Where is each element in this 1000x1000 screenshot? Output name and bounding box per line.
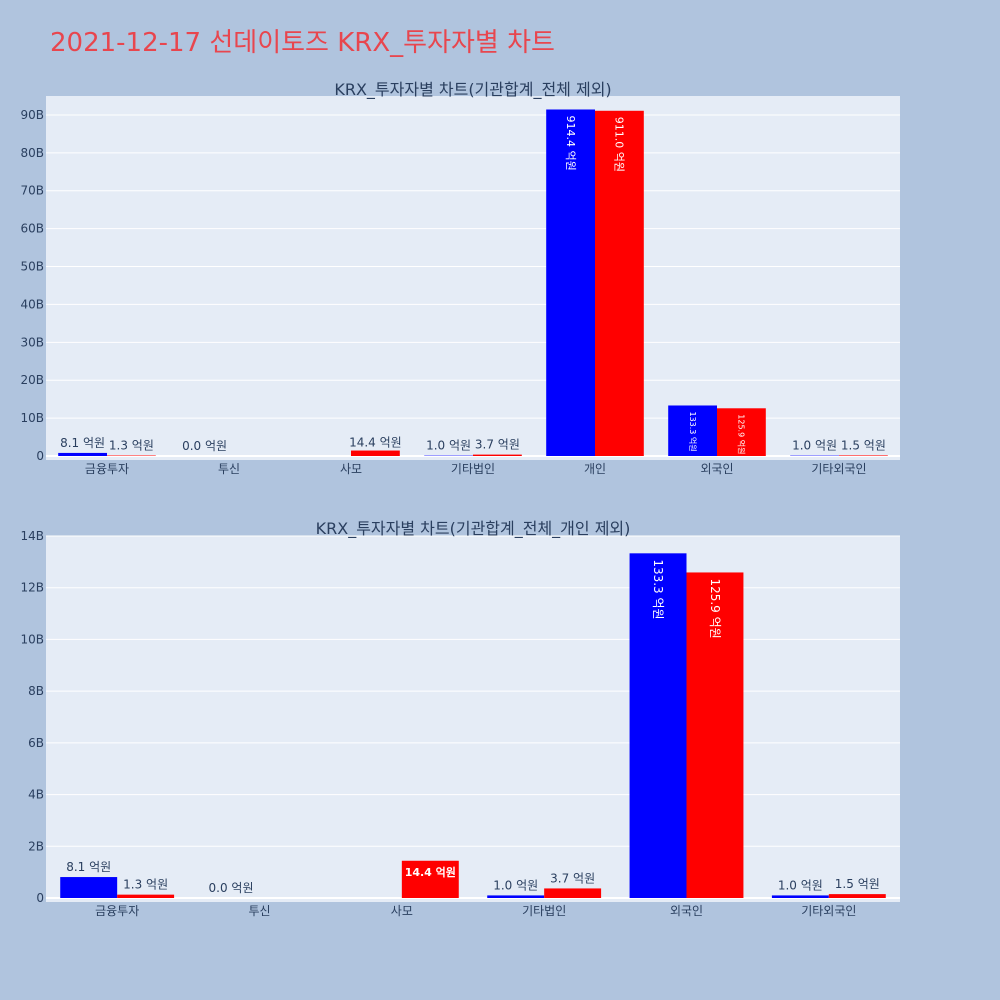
data-label: 3.7 억원	[550, 871, 595, 885]
data-label: 914.4 억원	[564, 115, 577, 170]
x-tick-label: 기타법인	[451, 462, 495, 476]
y-tick-label: 2B	[28, 839, 44, 853]
y-tick-label: 80B	[20, 146, 44, 160]
x-tick-label: 외국인	[670, 904, 703, 918]
data-label: 911.0 억원	[613, 117, 626, 172]
x-tick-label: 기타외국인	[801, 904, 856, 918]
data-label: 1.0 억원	[493, 878, 538, 892]
bar-red-2	[401, 860, 459, 898]
data-label: 133.3 억원	[688, 411, 698, 451]
y-tick-label: 8B	[28, 684, 44, 698]
y-tick-label: 60B	[20, 222, 44, 236]
x-tick-label: 외국인	[700, 462, 733, 476]
x-tick-label: 금융투자	[85, 462, 129, 476]
plot-area	[46, 96, 900, 460]
y-tick-label: 90B	[20, 108, 44, 122]
bar-red-0	[117, 894, 175, 898]
data-label: 14.4 억원	[349, 436, 402, 450]
chart-title: KRX_투자자별 차트(기관합계_전체 제외)	[334, 80, 611, 100]
x-tick-label: 기타외국인	[811, 462, 866, 476]
bar-red-4	[595, 110, 644, 457]
data-label: 0.0 억원	[209, 881, 254, 895]
x-tick-label: 개인	[584, 462, 606, 476]
y-tick-label: 12B	[20, 581, 44, 595]
chart-title: KRX_투자자별 차트(기관합계_전체_개인 제외)	[316, 519, 631, 539]
data-label: 1.5 억원	[835, 877, 880, 891]
y-tick-label: 30B	[20, 335, 44, 349]
x-tick-label: 투신	[248, 904, 270, 918]
data-label: 1.0 억원	[792, 439, 837, 453]
x-tick-label: 사모	[340, 462, 362, 476]
bar-red-5	[828, 894, 886, 898]
y-tick-label: 70B	[20, 184, 44, 198]
data-label: 1.3 억원	[123, 878, 168, 892]
bar-blue-3	[487, 895, 545, 898]
y-tick-label: 10B	[20, 632, 44, 646]
plot-area	[46, 536, 900, 902]
data-label: 133.3 억원	[651, 559, 665, 619]
bar-red-4	[686, 572, 744, 898]
data-label: 125.9 억원	[708, 578, 722, 638]
data-label: 0.0 억원	[182, 439, 227, 453]
y-tick-label: 4B	[28, 788, 44, 802]
bar-blue-0	[60, 877, 118, 898]
data-label: 1.0 억원	[426, 439, 471, 453]
y-tick-label: 40B	[20, 297, 44, 311]
chart-1: 0 10B 20B 30B 40B 50B 60B 70B 80B 90B KRX_투자자별 차트(…	[20, 80, 900, 476]
data-label: 1.5 억원	[841, 438, 886, 452]
bar-blue-0	[58, 452, 107, 456]
y-tick-label: 6B	[28, 736, 44, 750]
data-label: 8.1 억원	[60, 436, 105, 450]
y-tick-label: 10B	[20, 411, 44, 425]
data-label: 125.9 억원	[737, 414, 747, 454]
x-tick-label: 기타법인	[522, 904, 566, 918]
data-label: 1.0 억원	[778, 878, 823, 892]
y-tick-label: 50B	[20, 260, 44, 274]
x-tick-label: 사모	[391, 904, 413, 918]
chart-2: 0 2B 4B 6B 8B 10B 12B 14B KRX_투자자별 차트(기관합계_전체_개인…	[20, 519, 900, 918]
y-tick-label: 0	[36, 891, 44, 905]
y-tick-label: 0	[36, 449, 44, 463]
x-tick-label: 금융투자	[95, 904, 139, 918]
y-tick-label: 20B	[20, 373, 44, 387]
bar-red-6	[839, 455, 888, 456]
bar-blue-5	[668, 405, 717, 456]
data-label: 14.4 억원	[405, 865, 456, 879]
data-label: 3.7 억원	[475, 438, 520, 452]
bar-blue-5	[771, 895, 829, 898]
bar-blue-4	[629, 553, 687, 898]
bar-red-2	[351, 450, 400, 456]
bar-red-5	[717, 408, 766, 456]
page-title: 2021-12-17 선데이토즈 KRX_투자자별 차트	[50, 28, 555, 58]
bar-red-3	[544, 888, 602, 898]
bar-red-3	[473, 454, 522, 456]
data-label: 8.1 억원	[66, 860, 111, 874]
bar-blue-4	[546, 109, 595, 456]
y-tick-label: 14B	[20, 529, 44, 543]
data-label: 1.3 억원	[109, 439, 154, 453]
x-tick-label: 투신	[218, 462, 240, 476]
